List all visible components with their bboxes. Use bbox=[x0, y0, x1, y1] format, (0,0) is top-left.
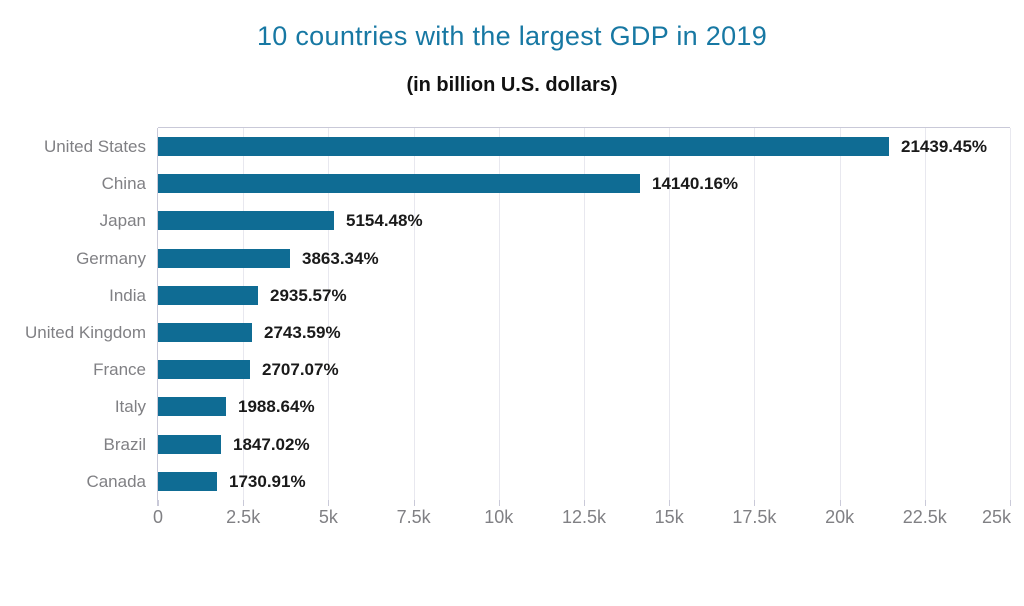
x-tick-mark bbox=[584, 500, 585, 506]
gridline bbox=[498, 128, 500, 500]
x-tick-label: 7.5k bbox=[396, 507, 431, 527]
chart-subtitle: (in billion U.S. dollars) bbox=[406, 74, 618, 96]
x-tick-mark bbox=[243, 500, 245, 506]
category-label: Germany bbox=[76, 248, 146, 268]
x-tick-mark bbox=[669, 500, 671, 506]
category-label: United States bbox=[43, 137, 146, 156]
bar bbox=[158, 360, 250, 380]
bar bbox=[158, 248, 290, 268]
gridline bbox=[413, 128, 415, 500]
x-tick-label: 2.5k bbox=[226, 507, 261, 527]
x-tick-label: 17.5k bbox=[732, 507, 777, 527]
x-tick-mark bbox=[328, 500, 330, 506]
gridline bbox=[754, 128, 756, 500]
bar bbox=[158, 323, 252, 343]
bar-value-label: 14140.16% bbox=[652, 174, 739, 194]
gridline bbox=[669, 128, 671, 500]
category-label: Brazil bbox=[103, 434, 146, 454]
gridline bbox=[839, 128, 841, 500]
x-tick-label: 10k bbox=[484, 507, 514, 527]
gridline bbox=[584, 128, 585, 500]
x-tick-mark bbox=[924, 500, 926, 506]
plot-top-border bbox=[158, 127, 1010, 128]
bar-row: 2743.59% bbox=[158, 314, 1010, 351]
x-tick-label: 0 bbox=[152, 507, 164, 527]
bars-layer: 21439.45% 14140.16% 5154.48% 3863.34% 2935.5… bbox=[158, 128, 1010, 500]
category-label: India bbox=[109, 285, 146, 305]
x-tick-label: 20k bbox=[825, 507, 855, 527]
bar-value-label: 21439.45% bbox=[901, 137, 988, 156]
bar-value-label: 1847.02% bbox=[233, 434, 310, 454]
bar bbox=[158, 137, 889, 157]
category-label: Canada bbox=[86, 471, 146, 491]
bar bbox=[158, 397, 226, 417]
x-tick-mark bbox=[158, 500, 159, 506]
x-tick-label: 12.5k bbox=[561, 507, 607, 527]
bar-row: 21439.45% bbox=[158, 128, 1010, 165]
x-tick-label: 15k bbox=[654, 507, 684, 527]
bar-row: 5154.48% bbox=[158, 202, 1010, 239]
bar bbox=[158, 471, 217, 491]
x-tick-mark bbox=[839, 500, 841, 506]
bar-value-label: 1988.64% bbox=[238, 397, 315, 417]
bar-value-label: 1730.91% bbox=[229, 471, 306, 491]
x-tick-mark bbox=[498, 500, 500, 506]
gridline bbox=[328, 128, 330, 500]
chart-title: 10 countries with the largest GDP in 201… bbox=[256, 21, 768, 51]
bar-row: 3863.34% bbox=[158, 240, 1010, 277]
category-label: France bbox=[93, 360, 146, 380]
category-axis: United States China Japan Germany India Unite… bbox=[0, 128, 146, 500]
bar-value-label: 2707.07% bbox=[262, 360, 339, 380]
bar-row: 1988.64% bbox=[158, 388, 1010, 425]
x-tick-label: 22.5k bbox=[902, 507, 947, 527]
x-tick-mark bbox=[413, 500, 415, 506]
category-label: United Kingdom bbox=[25, 323, 146, 342]
gridline bbox=[243, 128, 245, 500]
bar-row: 1730.91% bbox=[158, 463, 1010, 500]
value-axis: 0 2.5k 5k 7.5k 10k 12.5k 15k 17.5k 20k 22.5k 25k bbox=[153, 500, 1011, 540]
x-tick-mark bbox=[1010, 500, 1011, 506]
gridline bbox=[1010, 128, 1011, 500]
gridline bbox=[924, 128, 926, 500]
bar bbox=[158, 434, 221, 454]
bar-row: 14140.16% bbox=[158, 165, 1010, 202]
x-tick-label: 5k bbox=[318, 507, 338, 527]
bar-value-label: 2935.57% bbox=[270, 285, 347, 305]
category-label: China bbox=[101, 174, 146, 194]
category-label: Japan bbox=[99, 211, 146, 231]
y-axis-line bbox=[157, 128, 158, 506]
x-tick-mark bbox=[754, 500, 756, 506]
bar-row: 1847.02% bbox=[158, 426, 1010, 463]
gridlines-layer bbox=[158, 128, 1011, 500]
bar-value-label: 2743.59% bbox=[264, 323, 341, 342]
plot-area: 21439.45% 14140.16% 5154.48% 3863.34% 2935.5… bbox=[157, 127, 1011, 506]
bar bbox=[158, 285, 258, 305]
bar-row: 2707.07% bbox=[158, 351, 1010, 388]
bar bbox=[158, 174, 640, 194]
bar-value-label: 5154.48% bbox=[346, 211, 423, 231]
x-tick-label: 25k bbox=[981, 507, 1011, 527]
bar-value-label: 3863.34% bbox=[302, 248, 379, 268]
category-label: Italy bbox=[114, 397, 146, 417]
bar-row: 2935.57% bbox=[158, 277, 1010, 314]
bar bbox=[158, 211, 334, 231]
